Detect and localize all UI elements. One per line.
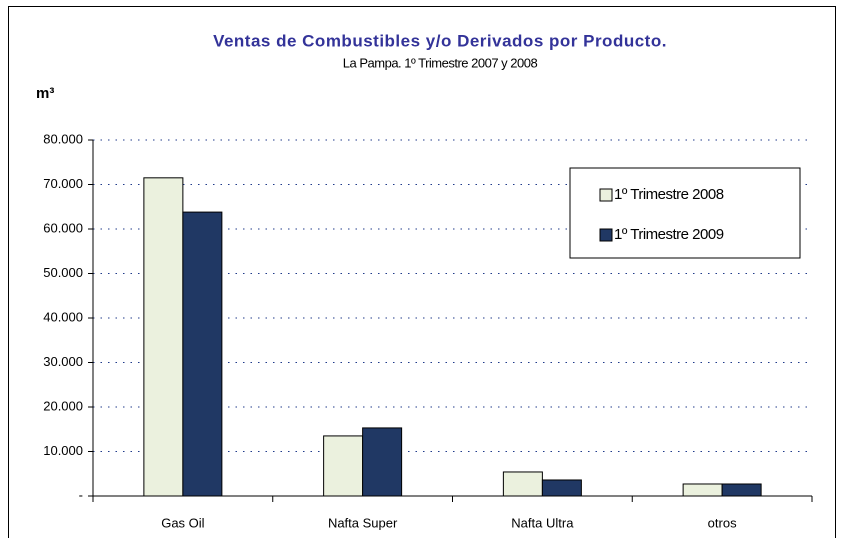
x-tick-label: Nafta Super <box>328 515 398 530</box>
y-tick-label: - <box>79 487 83 502</box>
bar <box>323 435 364 497</box>
legend-box <box>569 167 801 259</box>
bar <box>502 471 543 497</box>
bar <box>721 483 762 497</box>
y-tick-label: 20.000 <box>43 398 83 413</box>
chart-title: Ventas de Combustibles y/o Derivados por… <box>213 31 667 50</box>
legend-label: 1º Trimestre 2008 <box>614 186 724 203</box>
bar <box>362 427 403 497</box>
y-axis-label: m³ <box>36 85 54 102</box>
chart-subtitle: La Pampa. 1º Trimestre 2007 y 2008 <box>343 55 538 70</box>
legend-swatch <box>599 188 613 202</box>
y-tick-label: 40.000 <box>43 309 83 324</box>
x-tick-label: otros <box>708 515 737 530</box>
chart-border <box>8 6 836 538</box>
y-tick-label: 60.000 <box>43 220 83 235</box>
y-tick-label: 10.000 <box>43 443 83 458</box>
y-tick-label: 50.000 <box>43 265 83 280</box>
bar <box>541 479 582 497</box>
legend-label: 1º Trimestre 2009 <box>614 226 724 243</box>
x-tick-label: Nafta Ultra <box>511 515 574 530</box>
bar <box>182 211 223 497</box>
y-tick-label: 30.000 <box>43 354 83 369</box>
y-tick-label: 70.000 <box>43 176 83 191</box>
legend-swatch <box>599 228 613 242</box>
bar <box>682 483 723 497</box>
bar <box>143 177 184 497</box>
x-tick-label: Gas Oil <box>161 515 204 530</box>
y-tick-label: 80.000 <box>43 131 83 146</box>
